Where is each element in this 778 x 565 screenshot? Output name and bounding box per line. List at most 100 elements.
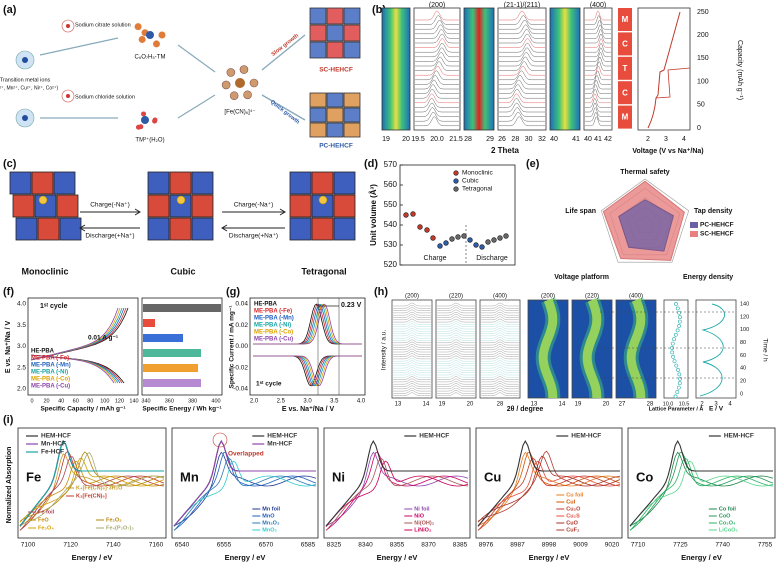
label: E vs. Na⁺/Na / V [5,321,12,374]
curve [437,344,475,348]
tick-label: 7740 [715,542,730,549]
curve [585,10,611,21]
dot [235,78,245,88]
curve [481,383,519,387]
tick-label: 7725 [673,542,688,549]
label: HEM-HCF [571,433,601,440]
label: Thermal safety [620,169,670,176]
tick-label: 20 [402,136,410,143]
curve [481,369,519,373]
curve [481,341,519,346]
dot [453,186,459,192]
label: Intensity / a.u. [381,330,388,371]
label: ME-PBA (-Co) [254,330,293,336]
curve [437,383,475,387]
element-label: Co [636,469,653,484]
curve [481,371,519,376]
curve [393,339,431,343]
curve [393,371,431,376]
label: ME-PBA (-Mn) [254,316,294,322]
curve [585,111,611,122]
curve [481,358,519,362]
curve [393,328,431,332]
tick-label: 0.02 [235,322,248,329]
curve [481,316,519,320]
label: 2 Theta [491,146,520,155]
curve [585,47,611,57]
tick-label: 8340 [358,542,373,549]
curve [415,79,459,90]
label: Co foil [719,506,737,512]
tick-label: 29 [486,136,494,143]
curve [279,208,286,216]
tick-label: 7160 [149,542,164,549]
label: Ni foil [414,506,430,512]
dot [675,390,680,394]
curve [393,381,431,385]
tick-label: 250 [697,9,709,16]
tick-label: 41 [572,136,580,143]
unit-cell [309,107,327,123]
label: Discharge(+Na⁺) [229,233,278,240]
curve [437,367,475,371]
curve [481,302,519,307]
label: HE-PBA [254,302,278,308]
panel-label: (h) [374,286,388,298]
dot [221,80,231,90]
curve [393,335,431,339]
tick-label: 9009 [573,542,588,549]
octahedron [15,217,38,241]
tick-label: 8976 [479,542,494,549]
curve [481,346,519,350]
curve [481,305,519,309]
label: Mn₂O₃ [262,520,280,526]
curve [499,65,545,76]
tick-label: 32 [538,136,546,143]
label: M [622,113,629,122]
curve [499,52,545,62]
tick-label: 40 [550,136,558,143]
tick-label: 0 [697,125,701,132]
curve [481,353,519,357]
curve [499,33,545,44]
dot [670,341,675,346]
label: Time / h [761,338,768,362]
panel-label: (g) [226,286,240,298]
heatmap [549,7,581,131]
dot [417,224,423,230]
panel-label: (d) [364,158,378,170]
curve [415,20,459,30]
curve [393,367,431,371]
curve [325,460,469,527]
dot [176,195,186,205]
frame [141,297,223,396]
curve [477,450,621,522]
energy-bar [143,304,221,312]
label: C₆O₇H₅-TM [135,55,166,61]
label: Fe₂O₃ [106,517,122,523]
label: TM²⁺(H₂O) [135,137,164,144]
curve [415,47,459,57]
label: SC-HEHCF [700,231,734,238]
dot [449,236,455,242]
label: (220) [585,294,599,300]
label: 0.01 A g⁻¹ [88,335,118,342]
curve [173,452,317,531]
octahedron [12,194,35,218]
curve [393,390,431,394]
curve [415,65,459,76]
curve [393,348,431,353]
curve [585,89,611,99]
tick-label: 14 [559,402,566,408]
label: Cu₂O [566,506,581,512]
dot [453,178,459,184]
curve [415,24,459,34]
curve [437,312,475,316]
label: Quick growth [269,99,301,126]
label: Fe foil [38,509,55,515]
label: Energy / eV [72,553,113,562]
unit-cell [309,24,327,42]
label: E vs. Na⁺/Na / V [282,406,335,413]
tick-label: 140 [129,398,138,404]
curve [585,33,611,44]
